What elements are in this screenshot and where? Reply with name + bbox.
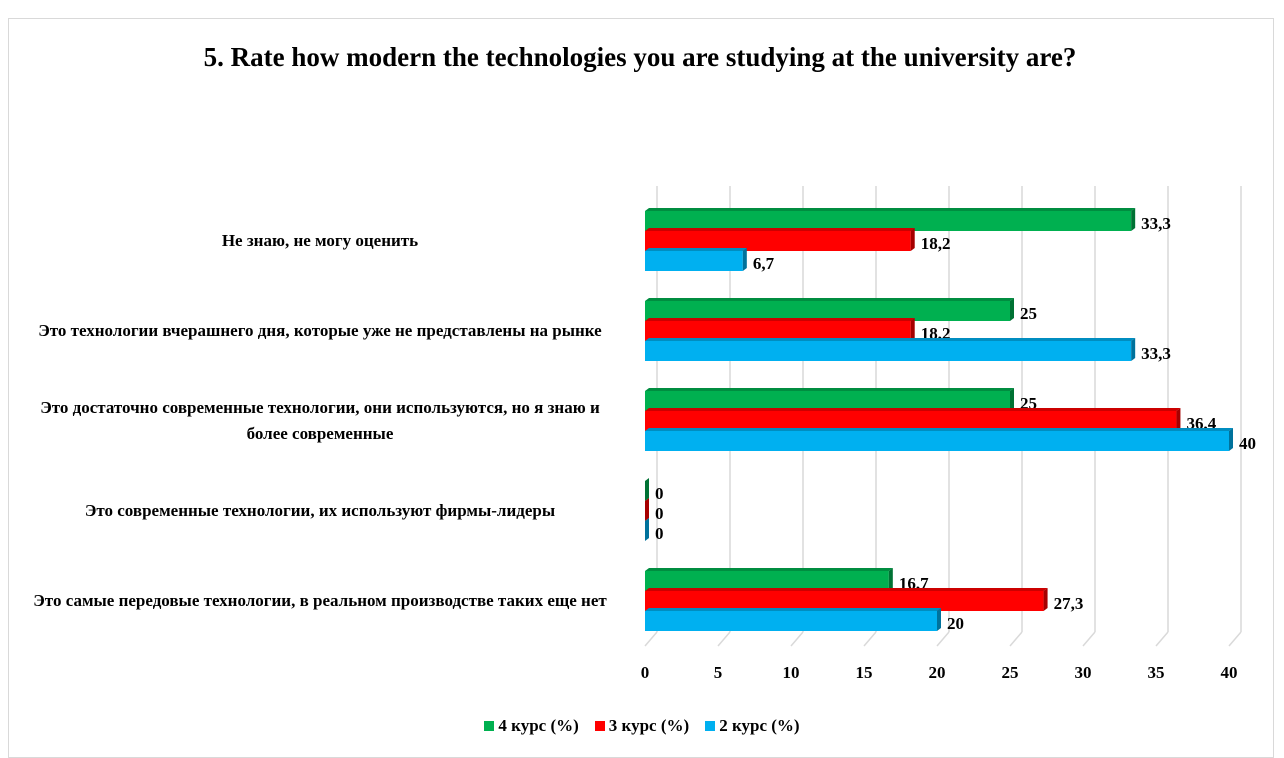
grid-line-floor — [863, 631, 877, 647]
x-tick-label: 40 — [1221, 663, 1238, 682]
bar-top — [645, 388, 1014, 391]
bar-top — [645, 608, 941, 611]
data-label: 6,7 — [753, 254, 775, 273]
x-tick-label: 0 — [641, 663, 650, 682]
bar — [645, 211, 1132, 231]
bar — [645, 341, 1132, 361]
bar-top — [645, 248, 747, 251]
x-tick-label: 30 — [1075, 663, 1092, 682]
bar — [645, 251, 743, 271]
data-label: 18,2 — [921, 234, 951, 253]
legend-swatch — [484, 721, 495, 731]
category-label: Это самые передовые технологии, в реальн… — [33, 591, 607, 610]
bar-top — [645, 298, 1014, 301]
bar — [645, 321, 911, 341]
bar-side — [1010, 298, 1014, 321]
bar-side — [1131, 338, 1136, 361]
category-label: Это современные технологии, их использую… — [84, 501, 556, 520]
bar — [645, 301, 1010, 321]
bar-side — [910, 318, 915, 341]
data-label: 27,3 — [1054, 594, 1084, 613]
data-label: 40 — [1239, 434, 1256, 453]
x-tick-label: 15 — [856, 663, 873, 682]
data-label: 33,3 — [1141, 214, 1171, 233]
grid-line-floor — [644, 631, 658, 647]
bar — [645, 591, 1044, 611]
bar — [645, 231, 911, 251]
category-label: Это технологии вчерашнего дня, которые у… — [38, 321, 602, 340]
bar-side — [645, 498, 649, 521]
grid-line-floor — [1009, 631, 1023, 647]
bar-side — [1229, 428, 1233, 451]
legend-label: 2 курс (%) — [719, 716, 800, 735]
bar-side — [1010, 388, 1014, 411]
grid-line-floor — [936, 631, 950, 647]
grid-line-floor — [1082, 631, 1096, 647]
bar-side — [937, 608, 941, 631]
x-tick-label: 10 — [783, 663, 800, 682]
grid-line-floor — [1228, 631, 1242, 647]
bar — [645, 571, 889, 591]
legend-swatch — [594, 721, 605, 731]
x-tick-label: 20 — [929, 663, 946, 682]
data-label: 0 — [655, 524, 664, 543]
bar — [645, 611, 937, 631]
grid-line-floor — [790, 631, 804, 647]
data-label: 25 — [1020, 304, 1037, 323]
bar — [645, 391, 1010, 411]
x-tick-label: 25 — [1002, 663, 1019, 682]
bar-top — [645, 568, 893, 571]
bar-top — [645, 428, 1233, 431]
bar-side — [1176, 408, 1181, 431]
bar-top — [645, 588, 1048, 591]
data-label: 20 — [947, 614, 964, 633]
bar-top — [645, 318, 915, 321]
legend: 4 курс (%) 3 курс (%) 2 курс (%) — [0, 716, 1284, 736]
x-tick-label: 35 — [1148, 663, 1165, 682]
grid-line-floor — [1155, 631, 1169, 647]
legend-swatch — [705, 721, 716, 731]
bar — [645, 431, 1229, 451]
category-label: Не знаю, не могу оценить — [221, 231, 419, 250]
chart-title: 5. Rate how modern the technologies you … — [203, 42, 1077, 72]
data-label: 0 — [655, 484, 664, 503]
grid-line-floor — [717, 631, 731, 647]
data-label: 0 — [655, 504, 664, 523]
bar-side — [645, 518, 649, 541]
bar-side — [742, 248, 747, 271]
bar — [645, 411, 1177, 431]
bar-side — [645, 478, 649, 501]
bar-side — [1043, 588, 1048, 611]
legend-label: 3 курс (%) — [608, 716, 690, 735]
data-label: 33,3 — [1141, 344, 1171, 363]
bar-side — [888, 568, 893, 591]
bar-side — [1131, 208, 1136, 231]
x-tick-label: 5 — [714, 663, 723, 682]
legend-label: 4 курс (%) — [498, 716, 579, 735]
bar-top — [645, 408, 1181, 411]
legend-item: 2 курс (%) — [705, 716, 800, 736]
category-label: Это достаточно современные технологии, о… — [40, 398, 600, 443]
bar-top — [645, 228, 915, 231]
bar-side — [910, 228, 915, 251]
bar-top — [645, 208, 1136, 211]
legend-item: 4 курс (%) — [484, 716, 579, 736]
legend-item: 3 курс (%) — [594, 716, 690, 736]
bar-top — [645, 338, 1136, 341]
